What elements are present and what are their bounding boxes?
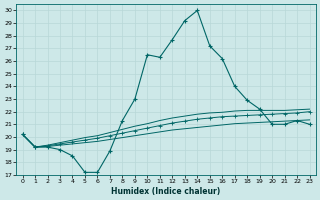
X-axis label: Humidex (Indice chaleur): Humidex (Indice chaleur) bbox=[111, 187, 221, 196]
